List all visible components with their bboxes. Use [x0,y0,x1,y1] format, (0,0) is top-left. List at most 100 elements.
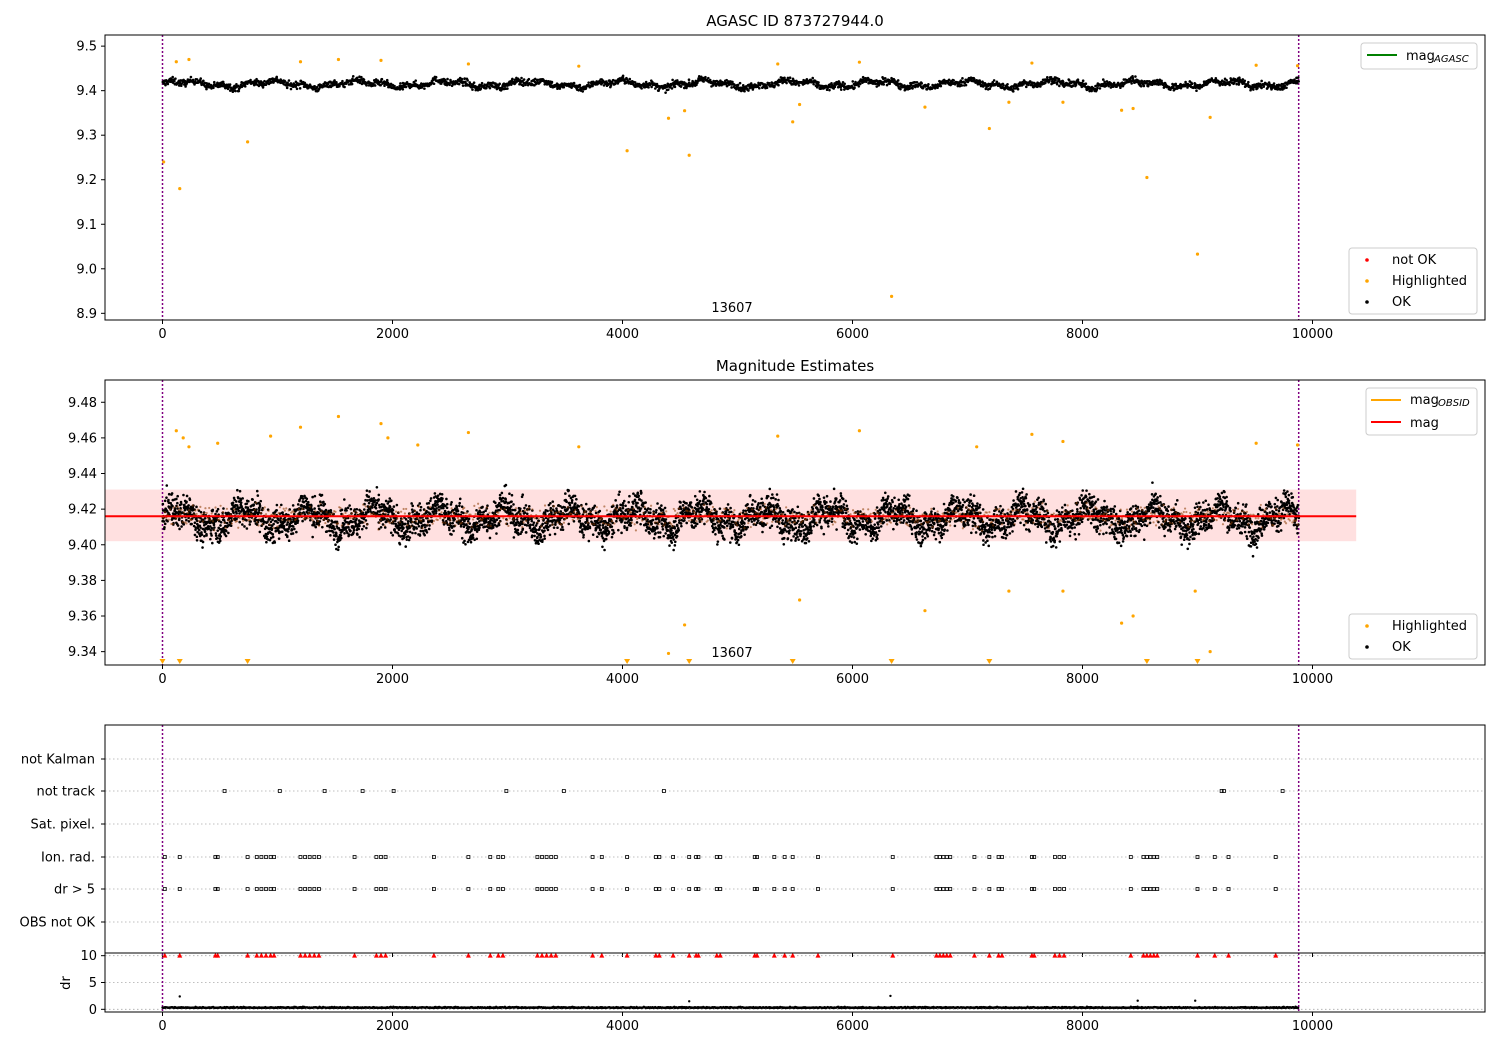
highlighted-point [791,120,795,124]
ok-point [261,86,265,89]
ok-point [248,523,252,526]
ok-point [463,539,466,543]
ok-point [515,518,519,521]
ok-point [289,87,293,91]
ok-point [913,81,917,84]
ok-point [1061,80,1065,84]
ok-point [1134,75,1137,78]
ok-point [488,86,492,90]
ok-point [200,533,204,536]
ok-point [536,78,539,82]
ok-point [229,524,233,528]
ok-point [1084,82,1088,85]
ok-point [286,535,289,539]
ok-point [654,87,657,90]
ok-point [578,83,582,87]
ok-point [546,509,549,513]
ok-point [356,533,359,536]
ok-point [547,519,551,523]
highlighted-point [1030,61,1034,65]
ok-point [676,79,679,82]
ok-point [396,531,400,535]
highlighted-point [776,62,780,66]
ok-point [318,520,322,523]
ok-point [568,503,572,507]
y-tick-label: 9.5 [76,40,97,55]
ok-point [441,497,444,500]
ok-point [307,503,311,507]
ok-point [456,509,460,513]
ok-point [293,527,296,531]
ok-point [512,536,516,539]
ok-point [1081,79,1085,83]
ok-point [479,511,483,514]
ok-point [546,528,550,532]
ok-point [366,510,370,514]
ok-point [531,523,535,527]
ok-point [295,530,298,534]
ok-point [404,533,407,536]
ok-point [374,503,378,507]
ok-point [591,84,594,88]
ok-point [384,499,388,503]
ok-point [1262,85,1266,88]
ok-point [475,537,479,541]
ok-point [351,520,354,524]
highlighted-point [336,57,341,62]
ok-point [725,84,729,88]
ok-point [512,503,515,506]
ok-point [567,489,570,492]
ok-point [165,496,168,499]
ok-point [343,85,346,89]
highlighted-point [666,116,671,120]
ok-point [436,503,439,506]
ok-point [788,76,792,80]
ok-point [500,499,503,503]
ok-point [521,84,525,88]
ok-point [175,511,179,514]
ok-point [618,490,621,494]
highlighted-point [187,57,191,62]
ok-point [391,533,395,537]
ok-point [773,84,776,88]
ok-point [385,78,389,82]
highlighted-point [625,149,629,153]
ok-point [320,493,324,497]
ok-point [1138,80,1141,83]
ok-point [352,528,356,532]
ok-point [548,524,552,527]
ok-point [480,81,484,85]
ok-point [607,530,611,534]
ok-point [493,518,496,521]
ok-point [480,523,484,527]
ok-point [719,79,722,82]
x-tick-label: 4000 [606,327,639,342]
ok-point [469,540,473,544]
ok-point [637,494,640,498]
ok-point [367,501,371,505]
ok-point [447,526,451,530]
ok-point [287,79,291,82]
ok-point [504,500,508,504]
ok-point [1045,75,1049,79]
ok-point [553,532,557,536]
ok-point [402,536,406,540]
ok-point [348,504,351,507]
ok-point [476,88,480,92]
ok-point [1297,80,1300,83]
ok-point [650,85,653,89]
ok-point [287,539,291,543]
ok-point [228,83,232,86]
ok-point [979,80,982,84]
ok-point [679,85,683,88]
ok-point [303,81,307,85]
ok-point [1055,82,1059,86]
ok-point [195,535,199,539]
ok-point [438,492,442,496]
ok-point [411,531,414,535]
ok-point [376,79,380,82]
ok-point [579,524,583,528]
ok-point [563,506,567,509]
ok-point [537,542,540,546]
ok-point [697,75,701,78]
